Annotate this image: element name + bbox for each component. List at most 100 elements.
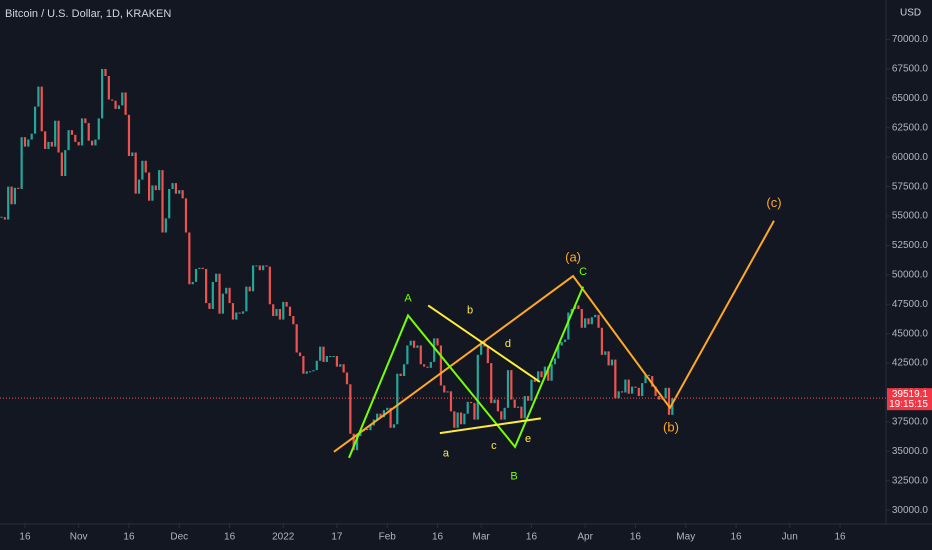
candle bbox=[443, 385, 446, 393]
price-box bbox=[887, 388, 932, 411]
candle bbox=[285, 301, 288, 307]
candle bbox=[624, 379, 627, 393]
candle bbox=[614, 359, 617, 399]
candle bbox=[423, 364, 426, 367]
candle bbox=[597, 314, 600, 328]
candle bbox=[50, 141, 53, 147]
y-tick-label: 42500.0 bbox=[892, 358, 929, 369]
wave-line bbox=[348, 286, 585, 459]
candle bbox=[490, 363, 493, 404]
candle bbox=[630, 386, 634, 394]
candle bbox=[228, 287, 231, 304]
candle bbox=[7, 186, 10, 220]
candle bbox=[20, 137, 23, 189]
candle bbox=[345, 372, 349, 385]
candle bbox=[332, 356, 335, 358]
y-tick-label: 30000.0 bbox=[892, 505, 929, 516]
x-tick-label: Feb bbox=[379, 532, 397, 543]
candle bbox=[194, 268, 198, 282]
candle bbox=[27, 139, 30, 147]
candle bbox=[57, 120, 60, 153]
y-tick-label: 45000.0 bbox=[892, 328, 929, 339]
candle bbox=[339, 364, 342, 367]
candle bbox=[268, 266, 271, 305]
candle bbox=[453, 411, 456, 428]
candle bbox=[171, 183, 174, 189]
candle bbox=[188, 232, 191, 285]
x-tick-label: 16 bbox=[19, 532, 31, 543]
y-tick-label: 50000.0 bbox=[892, 269, 929, 280]
wave-label: e bbox=[525, 433, 531, 445]
y-tick-label: 37500.0 bbox=[892, 417, 929, 428]
wave-label: A bbox=[404, 293, 412, 305]
candle bbox=[288, 306, 292, 317]
x-tick-label: May bbox=[676, 532, 695, 543]
candle bbox=[342, 364, 345, 373]
candle bbox=[406, 345, 409, 365]
candle bbox=[208, 303, 211, 309]
candle bbox=[657, 396, 661, 400]
candle bbox=[433, 338, 436, 362]
candle bbox=[594, 314, 597, 318]
candle bbox=[376, 413, 379, 420]
candle bbox=[198, 267, 201, 269]
candle bbox=[386, 407, 389, 411]
candle bbox=[436, 338, 439, 346]
candle bbox=[272, 304, 275, 317]
candle bbox=[94, 139, 97, 146]
candle bbox=[308, 371, 312, 373]
candle bbox=[111, 99, 114, 101]
candle bbox=[637, 387, 640, 397]
y-tick-label: 67500.0 bbox=[892, 64, 929, 75]
candle bbox=[513, 399, 516, 408]
candle bbox=[584, 318, 587, 328]
candle bbox=[258, 265, 261, 271]
candle bbox=[251, 265, 255, 292]
wave-label: c bbox=[491, 440, 497, 452]
candle bbox=[667, 387, 671, 415]
candle bbox=[164, 218, 167, 233]
candle bbox=[560, 341, 563, 346]
candle bbox=[262, 265, 265, 271]
currency: USD bbox=[900, 8, 921, 19]
candle bbox=[124, 92, 127, 115]
x-tick-label: 16 bbox=[224, 532, 236, 543]
candle bbox=[520, 406, 523, 419]
x-tick-label: 17 bbox=[331, 532, 343, 543]
candle bbox=[379, 413, 382, 418]
candle bbox=[87, 123, 90, 141]
candle bbox=[117, 105, 121, 109]
candle bbox=[369, 425, 372, 431]
candle bbox=[13, 187, 17, 205]
y-tick-label: 47500.0 bbox=[892, 299, 929, 310]
candle bbox=[359, 431, 362, 437]
candle bbox=[231, 303, 235, 320]
chart-title: Bitcoin / U.S. Dollar, 1D, KRAKEN bbox=[5, 8, 171, 20]
candle bbox=[114, 100, 117, 109]
x-tick-label: 16 bbox=[526, 532, 538, 543]
candle bbox=[382, 410, 385, 418]
candle bbox=[17, 187, 20, 189]
candle bbox=[402, 364, 406, 377]
candle bbox=[158, 170, 161, 191]
candle bbox=[580, 308, 583, 328]
wave-line bbox=[439, 417, 542, 435]
countdown: 19:15:15 bbox=[889, 399, 928, 410]
candle bbox=[101, 68, 104, 119]
candle bbox=[496, 399, 500, 412]
candle bbox=[184, 198, 188, 233]
candle bbox=[178, 190, 181, 194]
candle bbox=[104, 68, 107, 77]
candle bbox=[211, 281, 214, 309]
candle bbox=[77, 141, 80, 146]
candle bbox=[147, 172, 151, 201]
candle bbox=[121, 92, 124, 106]
candle bbox=[10, 186, 13, 205]
candle bbox=[651, 376, 654, 387]
candle bbox=[553, 358, 557, 365]
candle bbox=[215, 273, 218, 282]
wave-label: (a) bbox=[565, 249, 581, 264]
y-tick-label: 32500.0 bbox=[892, 475, 929, 486]
candle bbox=[161, 170, 164, 233]
candle bbox=[319, 346, 322, 361]
